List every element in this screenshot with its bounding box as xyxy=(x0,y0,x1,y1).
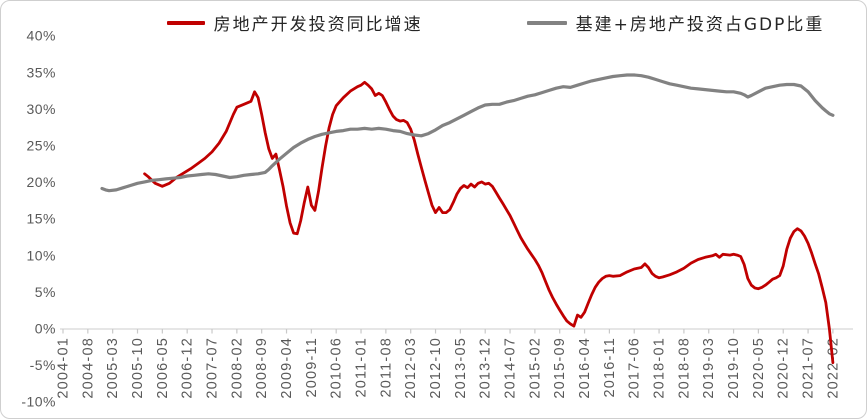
x-tick-label: 2004-01 xyxy=(56,337,72,399)
x-tick-label: 2009-04 xyxy=(279,337,295,399)
x-tick-label: 2009-11 xyxy=(304,337,320,398)
x-tick-label: 2016-11 xyxy=(602,337,618,398)
y-tick-label: 40% xyxy=(26,28,56,44)
legend-item-real-estate-investment-growth: 房地产开发投资同比增速 xyxy=(166,10,423,35)
legend-item-infra-real-estate-gdp-share: 基建+房地产投资占GDP比重 xyxy=(526,10,825,35)
x-tick-label: 2014-07 xyxy=(503,337,519,399)
x-tick-label: 2020-05 xyxy=(751,337,767,399)
x-tick-label: 2005-03 xyxy=(105,337,121,399)
y-tick-label: 30% xyxy=(26,101,56,117)
y-tick-label: 20% xyxy=(26,174,56,190)
y-tick-label: 5% xyxy=(35,284,56,300)
x-tick-label: 2015-09 xyxy=(552,337,568,399)
y-tick-label: 25% xyxy=(26,138,56,154)
x-tick-label: 2010-06 xyxy=(329,337,345,399)
x-tick-label: 2019-10 xyxy=(726,337,742,399)
x-tick-label: 2018-01 xyxy=(652,337,668,399)
legend-swatch-gray-line xyxy=(526,20,567,25)
x-tick-label: 2015-02 xyxy=(527,337,543,399)
x-tick-label: 2017-06 xyxy=(627,337,643,399)
x-tick-label: 2012-10 xyxy=(428,337,444,399)
chart-legend: 房地产开发投资同比增速 基建+房地产投资占GDP比重 xyxy=(63,10,866,35)
x-tick-label: 2021-07 xyxy=(801,337,817,399)
x-tick-label: 2008-09 xyxy=(254,337,270,399)
y-tick-label: -10% xyxy=(21,394,56,410)
x-tick-label: 2011-08 xyxy=(378,337,394,398)
x-tick-label: 2019-03 xyxy=(701,337,717,399)
x-tick-label: 2004-08 xyxy=(80,337,96,399)
x-tick-label: 2016-04 xyxy=(577,337,593,399)
x-tick-label: 2008-02 xyxy=(229,337,245,399)
y-tick-label: -5% xyxy=(30,357,56,373)
x-tick-label: 2007-07 xyxy=(205,337,221,399)
series-line-real-estate-investment-growth xyxy=(143,80,835,365)
x-tick-label: 2006-12 xyxy=(180,337,196,399)
y-tick-label: 35% xyxy=(26,64,56,80)
x-tick-label: 2022-02 xyxy=(825,337,841,399)
x-tick-label: 2013-12 xyxy=(478,337,494,399)
y-tick-label: 0% xyxy=(35,321,56,337)
y-tick-label: 15% xyxy=(26,211,56,227)
legend-swatch-red-line xyxy=(166,20,205,25)
y-tick-label: 10% xyxy=(26,247,56,263)
legend-label-infra-real-estate-gdp-share: 基建+房地产投资占GDP比重 xyxy=(575,15,825,35)
x-tick-label: 2020-12 xyxy=(776,337,792,399)
x-tick-label: 2005-10 xyxy=(130,337,146,399)
x-tick-label: 2006-05 xyxy=(155,337,171,399)
x-tick-label: 2011-01 xyxy=(354,337,370,398)
x-tick-label: 2013-05 xyxy=(453,337,469,399)
x-tick-label: 2012-03 xyxy=(403,337,419,399)
x-tick-label: 2018-08 xyxy=(676,337,692,399)
legend-label-real-estate-investment-growth: 房地产开发投资同比增速 xyxy=(213,15,423,35)
series-line-infra-plus-real-estate-gdp-share xyxy=(100,73,835,193)
